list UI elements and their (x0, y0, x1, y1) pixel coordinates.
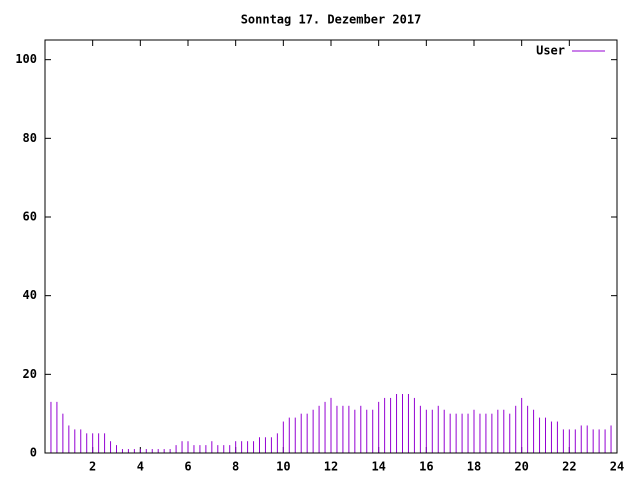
x-tick-label: 8 (232, 460, 239, 474)
chart-title: Sonntag 17. Dezember 2017 (241, 13, 422, 27)
x-tick-label: 2 (89, 460, 96, 474)
x-tick-label: 12 (324, 460, 338, 474)
plot-frame (44, 39, 618, 454)
y-tick-label: 60 (23, 210, 37, 224)
legend-label: User (536, 44, 565, 58)
y-tick-label: 40 (23, 288, 37, 302)
y-tick-label: 80 (23, 131, 37, 145)
x-tick-label: 16 (419, 460, 433, 474)
x-tick-label: 22 (562, 460, 576, 474)
y-tick-label: 100 (15, 52, 37, 66)
x-tick-label: 20 (514, 460, 528, 474)
x-tick-label: 10 (276, 460, 290, 474)
x-tick-label: 18 (467, 460, 481, 474)
x-tick-label: 6 (184, 460, 191, 474)
y-tick-label: 20 (23, 367, 37, 381)
x-tick-label: 24 (610, 460, 624, 474)
y-tick-label: 0 (30, 446, 37, 460)
x-tick-label: 4 (137, 460, 144, 474)
x-tick-label: 14 (371, 460, 385, 474)
